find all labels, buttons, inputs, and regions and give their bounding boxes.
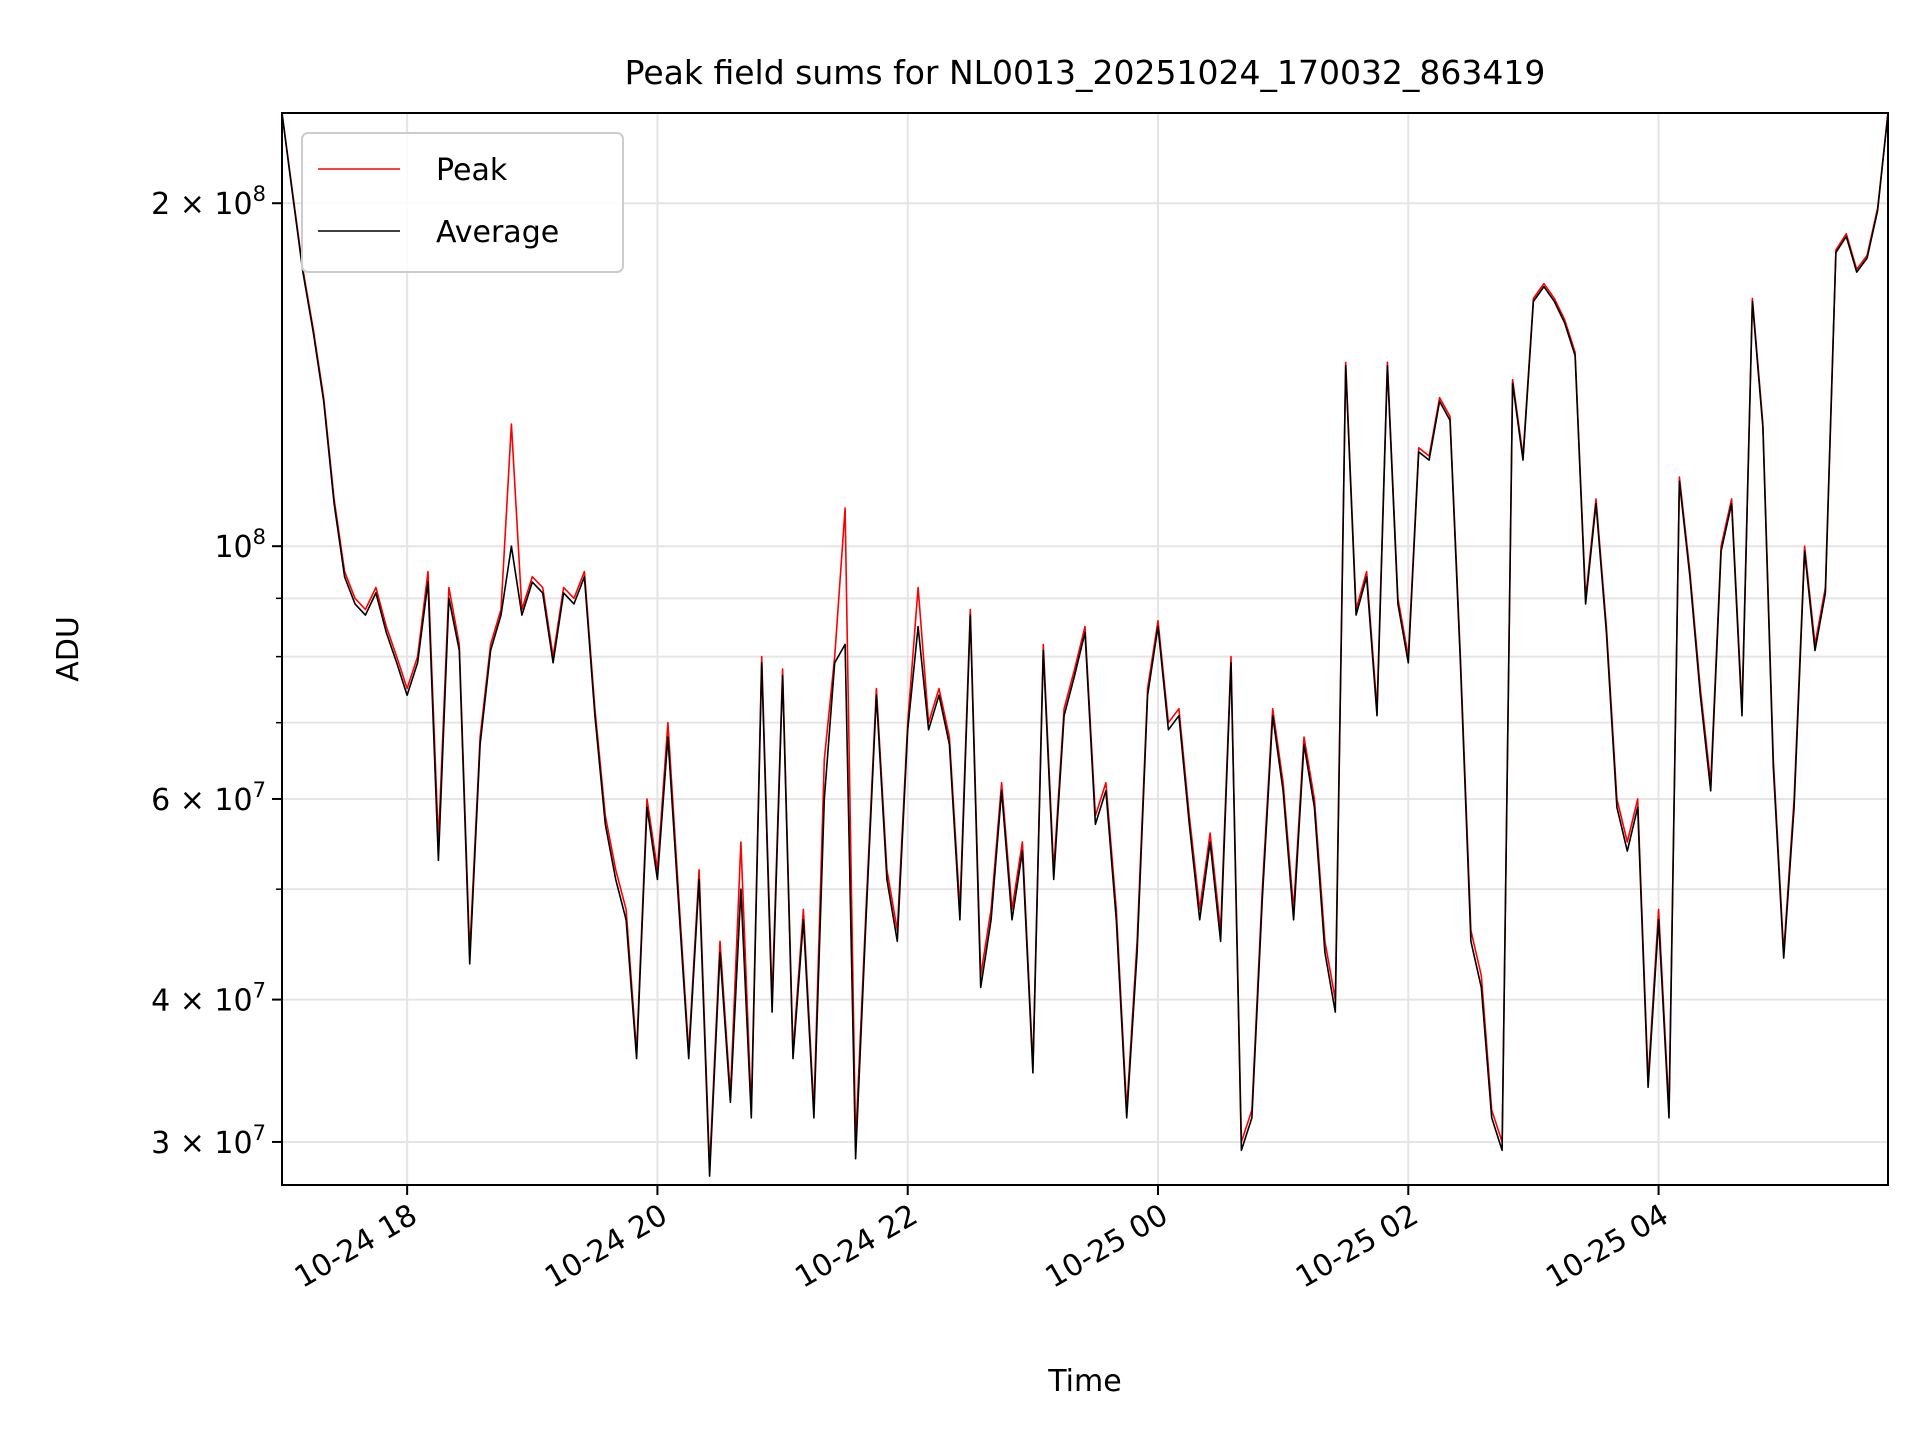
y-tick-label-exponent: 7 [253, 1121, 266, 1145]
y-tick-label: 108 [214, 525, 266, 565]
y-tick-label-base: 2 × 10 [151, 187, 252, 222]
y-tick-label-exponent: 8 [253, 182, 266, 206]
y-axis-label: ADU [51, 616, 86, 682]
y-tick-label-exponent: 7 [253, 979, 266, 1003]
legend-frame [301, 132, 624, 273]
legend-label-peak: Peak [436, 153, 508, 188]
y-tick-label: 6 × 107 [151, 778, 266, 818]
y-tick-label: 4 × 107 [151, 979, 266, 1019]
legend-label-average: Average [436, 215, 559, 250]
y-tick-label-exponent: 8 [253, 525, 266, 549]
y-tick-label-exponent: 7 [253, 778, 266, 802]
y-tick-label-base: 4 × 10 [151, 984, 252, 1019]
y-tick-label: 3 × 107 [151, 1121, 266, 1161]
y-tick-label-base: 6 × 10 [151, 783, 252, 818]
x-axis-label: Time [1047, 1364, 1121, 1399]
legend: Peak Average [301, 132, 624, 273]
series-line-peak [282, 113, 1888, 1169]
grid [282, 113, 1888, 1185]
series-line-average [282, 113, 1888, 1177]
chart-title: Peak field sums for NL0013_20251024_1700… [625, 53, 1546, 92]
plot-frame [281, 112, 1889, 1186]
y-tick-label-base: 10 [214, 530, 252, 565]
y-tick-label-base: 3 × 10 [151, 1126, 252, 1161]
y-tick-label: 2 × 108 [151, 182, 266, 222]
series-lines [282, 113, 1888, 1177]
